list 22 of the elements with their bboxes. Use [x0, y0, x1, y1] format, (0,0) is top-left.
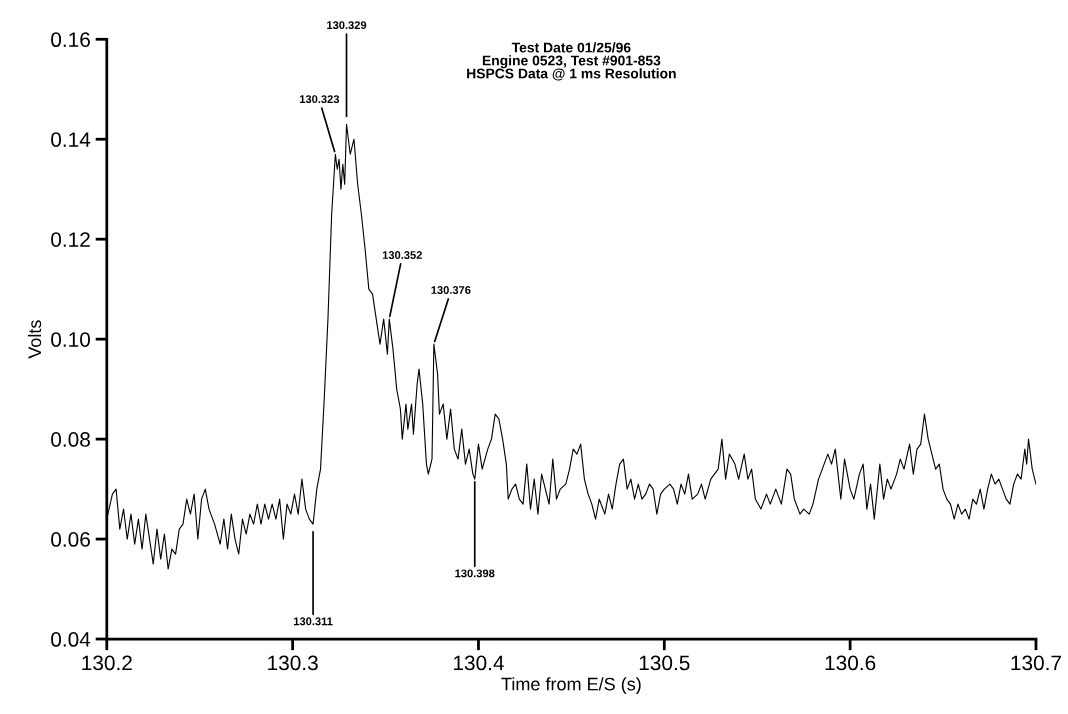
x-tick-label: 130.4 — [453, 655, 504, 671]
y-tick-label: 0.12 — [51, 232, 90, 247]
y-tick-label: 0.10 — [51, 332, 91, 347]
x-tick-label: 130.7 — [1011, 655, 1061, 671]
annotation: 130.398 — [455, 569, 495, 578]
annotation: 130.311 — [294, 617, 333, 626]
annotation: 130.323 — [299, 95, 340, 104]
x-tick-label: 130.5 — [639, 655, 690, 671]
annotation: 130.376 — [431, 286, 471, 294]
y-tick-label: 0.16 — [51, 32, 90, 48]
y-tick-label: 0.08 — [51, 432, 90, 447]
x-tick-label: 130.3 — [268, 655, 318, 671]
y-tick-label: 0.06 — [51, 532, 90, 547]
annotation: 130.329 — [327, 21, 367, 30]
annotation: 130.352 — [382, 251, 422, 259]
x-tick-label: 130.2 — [82, 655, 132, 671]
y-tick-label: 0.04 — [51, 632, 91, 647]
y-tick-label: 0.14 — [51, 132, 91, 147]
x-axis-title: Time from E/S (s) — [501, 677, 641, 695]
y-axis-title: Volts — [27, 320, 42, 359]
text: Test Date 01/25/96 Engine 0523, Test #901-853 HSPCS Data @ 1 ms Resolution — [467, 42, 676, 81]
x-tick-label: 130.6 — [825, 655, 876, 671]
